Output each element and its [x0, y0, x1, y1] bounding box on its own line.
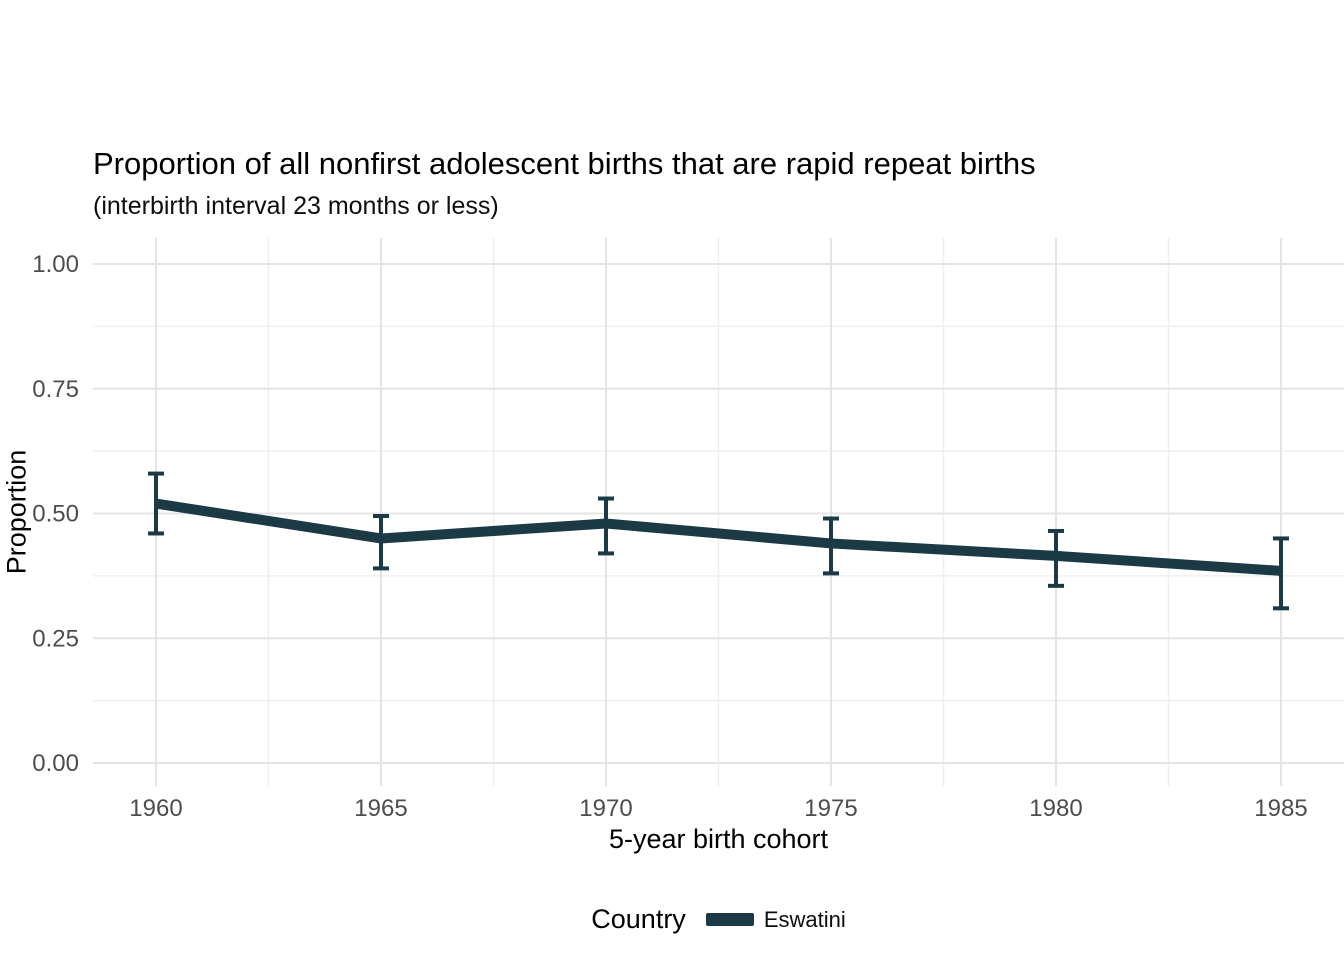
legend-key-line-icon [705, 913, 754, 926]
y-tick-label: 0.25 [32, 625, 79, 652]
chart-subtitle: (interbirth interval 23 months or less) [93, 192, 499, 220]
x-tick-label: 1985 [1254, 795, 1307, 822]
y-axis-title: Proportion [1, 449, 32, 575]
x-tick-label: 1960 [129, 795, 182, 822]
y-tick-label: 1.00 [32, 251, 79, 278]
legend: Country Eswatini [93, 904, 1344, 935]
series-line-eswatini [155, 498, 1282, 576]
y-tick-label: 0.50 [32, 501, 79, 528]
x-tick-label: 1980 [1029, 795, 1082, 822]
y-tick-label: 0.75 [32, 376, 79, 403]
x-tick-label: 1975 [804, 795, 857, 822]
chart-title: Proportion of all nonfirst adolescent bi… [93, 146, 1036, 181]
x-axis-title: 5-year birth cohort [608, 824, 829, 854]
legend-title: Country [591, 904, 686, 934]
y-tick-label: 0.00 [32, 750, 79, 777]
x-tick-label: 1965 [354, 795, 407, 822]
legend-label-eswatini: Eswatini [763, 906, 846, 932]
x-tick-label: 1970 [579, 795, 632, 822]
